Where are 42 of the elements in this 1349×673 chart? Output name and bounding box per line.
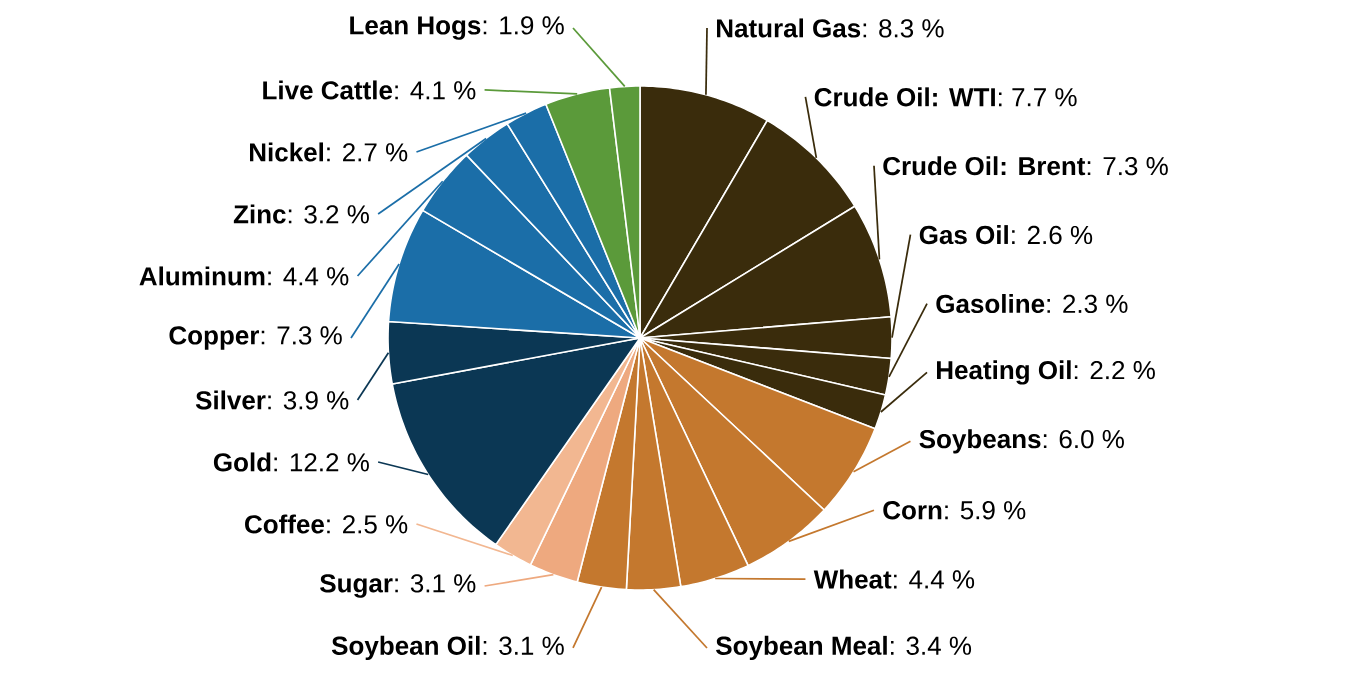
slice-label: Crude Oil: Brent xyxy=(883,156,1086,176)
data-label: : 2.5 % xyxy=(327,515,408,534)
slice-label: Zinc xyxy=(233,204,286,224)
data-label: : 3.2 % xyxy=(288,205,369,224)
data-label: : 7.3 % xyxy=(261,326,342,345)
slice-label: Gas Oil xyxy=(919,225,1008,245)
data-label: : 3.1 % xyxy=(483,636,564,655)
slice-label: Silver xyxy=(195,390,266,410)
data-label: : 2.3 % xyxy=(1047,294,1128,314)
slice-label: Gasoline xyxy=(936,294,1045,314)
data-label: : 5.9 % xyxy=(945,501,1026,520)
data-label: : 2.7 % xyxy=(327,143,408,162)
slice-label: Gold xyxy=(213,452,271,472)
slice-label: Natural Gas xyxy=(717,18,861,38)
data-label: : 3.4 % xyxy=(891,636,972,655)
data-label: : 2.6 % xyxy=(1012,225,1093,245)
slice-label: Corn xyxy=(883,501,942,520)
data-label: : 4.4 % xyxy=(894,570,975,589)
slice-label: Live Cattle xyxy=(263,80,393,100)
slice-label: Heating Oil xyxy=(937,360,1071,385)
slice-label: Nickel xyxy=(250,142,323,162)
data-label: : 7.3 % xyxy=(1087,156,1168,176)
slice-label: Soybean Meal xyxy=(716,635,887,661)
slice-label: Soybean Oil xyxy=(331,635,480,661)
data-label: : 3.1 % xyxy=(395,574,476,593)
slice-label: Coffee xyxy=(245,514,324,534)
data-label: : 6.0 % xyxy=(1043,429,1124,449)
data-label: : 2.2 % xyxy=(1074,360,1155,380)
slice-label: Sugar xyxy=(320,574,393,598)
slice-label: Copper xyxy=(169,326,260,350)
slice-label: Lean Hogs xyxy=(350,16,481,40)
slice-label: Wheat xyxy=(813,569,892,589)
data-label: : 12.2 % xyxy=(274,453,369,472)
slice-label: Aluminum xyxy=(139,266,265,286)
data-label: : 4.4 % xyxy=(268,267,349,286)
data-label: : 8.3 % xyxy=(863,19,944,38)
slice-label: Crude Oil: WTI xyxy=(814,87,995,107)
slice-label: Soybeans xyxy=(919,429,1041,454)
data-label: : 3.9 % xyxy=(268,391,349,410)
data-label: : 4.1 % xyxy=(395,81,476,100)
data-label: : 7.7 % xyxy=(999,88,1077,107)
data-label: : 1.9 % xyxy=(483,16,564,35)
